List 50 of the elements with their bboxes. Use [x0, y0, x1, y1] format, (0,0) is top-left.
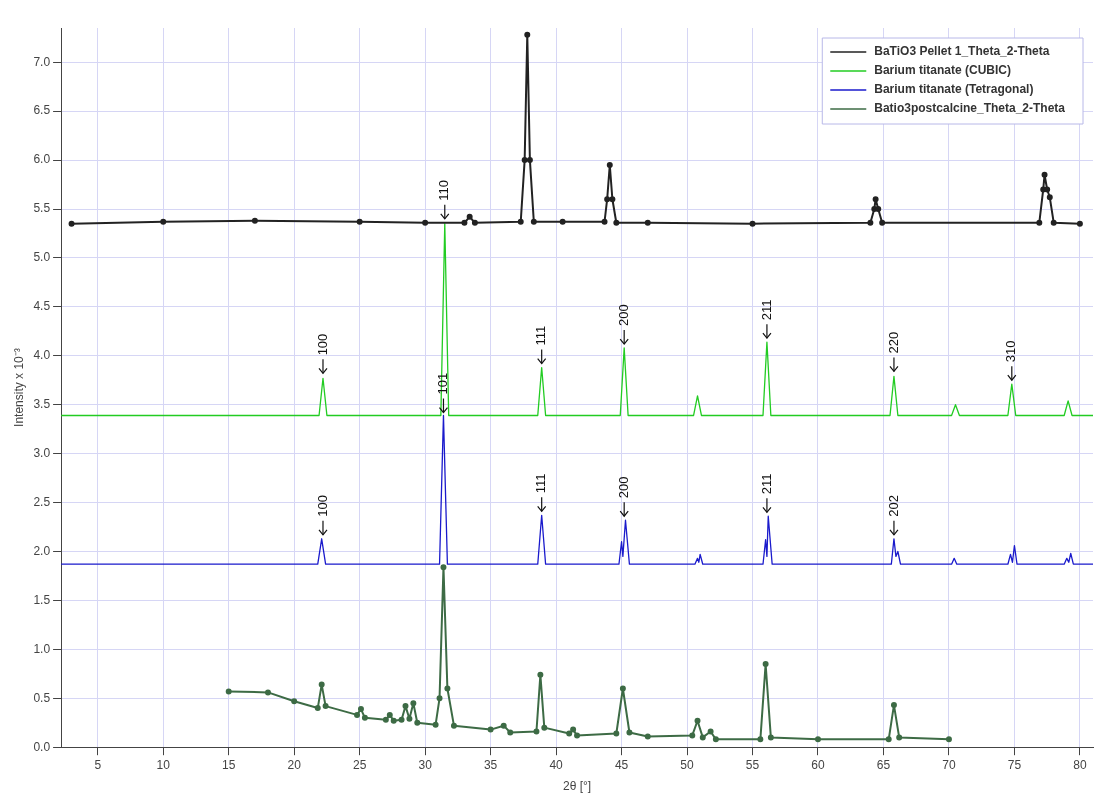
annotation: 211 [758, 299, 774, 321]
x-tick-label: 70 [942, 757, 956, 772]
annotation: 111 [533, 473, 549, 494]
x-tick-label: 30 [418, 757, 433, 772]
y-tick-label: 2.5 [33, 494, 51, 509]
y-tick-label: 1.0 [33, 641, 51, 656]
y-tick-label: 7.0 [33, 54, 51, 69]
x-tick-label: 10 [156, 757, 171, 772]
legend-label: BaTiO3 Pellet 1_Theta_2-Theta [874, 44, 1050, 59]
x-tick-label: 55 [745, 757, 760, 772]
x-tick-label: 35 [483, 757, 498, 772]
x-tick-label: 20 [287, 757, 302, 772]
x-tick-label: 40 [549, 757, 564, 772]
annotation: 111 [533, 325, 549, 346]
y-tick-label: 4.0 [33, 348, 51, 363]
x-tick-label: 75 [1007, 757, 1022, 772]
y-tick-label: 3.5 [33, 397, 51, 412]
y-tick-label: 5.5 [33, 201, 51, 216]
annotation: 101 [435, 372, 451, 395]
annotation: 211 [758, 473, 774, 495]
y-tick-label: 0.0 [33, 739, 51, 754]
y-tick-label: 6.0 [33, 152, 51, 167]
annotation: 310 [1003, 340, 1019, 363]
annotation: 200 [615, 476, 631, 499]
y-tick-label: 6.5 [33, 103, 51, 118]
annotation: 200 [615, 304, 631, 327]
y-tick-label: 4.5 [33, 299, 51, 314]
annotation: 202 [885, 495, 901, 517]
x-tick-label: 50 [680, 757, 695, 772]
x-tick-label: 60 [811, 757, 825, 772]
y-tick-label: 0.5 [33, 690, 51, 705]
x-tick-label: 80 [1073, 757, 1087, 772]
x-tick-label: 65 [876, 757, 891, 772]
x-tick-label: 15 [222, 757, 236, 772]
legend-label: Barium titanate (Tetragonal) [874, 82, 1034, 97]
x-axis-title: 2θ [°] [562, 779, 592, 794]
y-tick-label: 1.5 [33, 592, 51, 607]
y-tick-label: 5.0 [33, 250, 51, 265]
annotation: 220 [885, 331, 901, 354]
legend-label: Barium titanate (CUBIC) [874, 63, 1011, 78]
annotation: 100 [314, 333, 330, 356]
x-tick-label: 25 [352, 757, 367, 772]
y-tick-label: 3.0 [33, 445, 51, 460]
annotation: 100 [314, 495, 330, 517]
x-tick-label: 5 [94, 757, 102, 772]
x-tick-label: 45 [614, 757, 629, 772]
y-tick-label: 2.0 [33, 543, 51, 558]
legend-label: Batio3postcalcine_Theta_2-Theta [874, 101, 1066, 116]
annotation: 110 [436, 180, 452, 201]
y-axis-title: Intensity x 10⁻³ [11, 348, 26, 427]
